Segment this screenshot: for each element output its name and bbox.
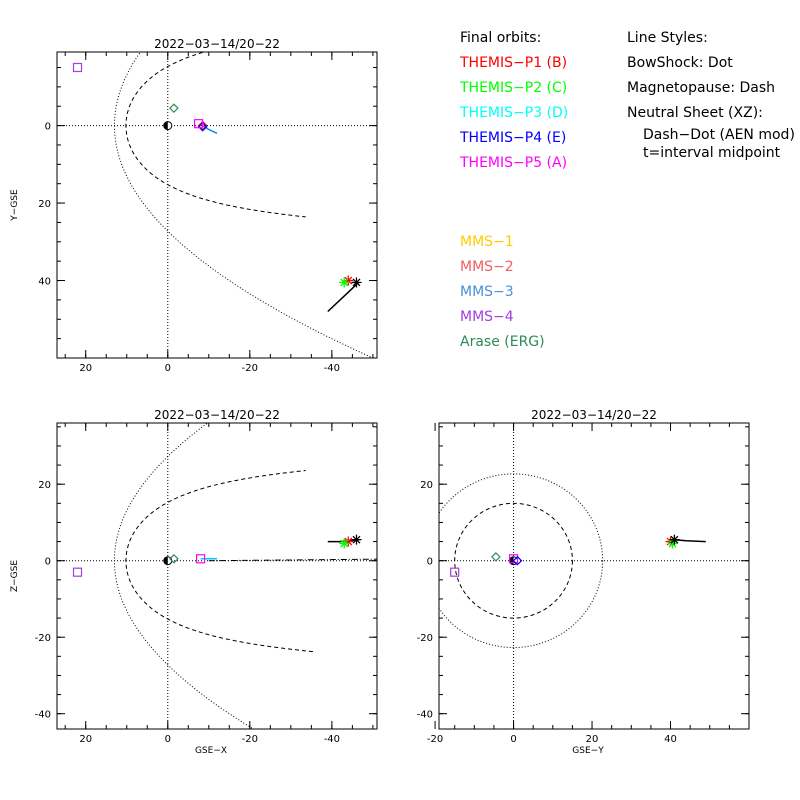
x-axis-label: GSE−X [195,746,227,756]
y-tick-label: -20 [35,633,51,644]
plot-area [57,52,377,358]
legend-orbits-title: Final orbits: [460,30,542,46]
marker-themis-p5 [508,554,519,564]
legend-entry-themis-p3: THEMIS−P3 (D) [460,105,569,121]
legend-entry-mms-3: MMS−3 [460,284,514,300]
legend-entry-mms-2: MMS−2 [460,259,514,275]
y-tick-label: -40 [35,710,51,721]
marker-mms-1 [339,538,350,549]
y-tick-label: -40 [417,710,433,721]
marker-themis-p2 [169,103,179,114]
legend-style-bowshock: BowShock: Dot [627,55,733,71]
plot-frame [438,422,750,730]
y-tick-label: 20 [38,199,51,210]
legend-mms: MMS−1 MMS−2 MMS−3 MMS−4 Arase (ERG) [460,230,545,355]
legend-line-styles: Line Styles: BowShock: Dot Magnetopause:… [627,26,795,162]
marker-themis-p4 [197,121,208,132]
panel-xy: 2022−03−14/20−22 20 0 -20 -40 0 20 40 Y−GSE [10,37,378,374]
legend-style-midpoint: t=interval midpoint [643,145,781,161]
x-tick-label: -20 [242,363,258,374]
x-tick-label: 20 [586,734,599,745]
legend-entry-themis-p2: THEMIS−P2 (C) [460,80,568,96]
x-tick-label: -40 [324,363,340,374]
y-tick-label: 0 [427,557,433,568]
legend-entry-mms-1: MMS−1 [460,234,514,250]
y-tick-label: 20 [420,480,433,491]
earth-shade [163,556,168,565]
legend-entry-themis-p4: THEMIS−P4 (E) [460,130,567,146]
panel-yz: 2022−03−14/20−22 -20 0 20 40 20 0 -20 -40 GSE−Y [417,408,750,756]
legend-style-dash-dot: Dash−Dot (AEN mod) [643,127,795,143]
bowshock-curve [113,423,255,729]
marker-themis-p2 [169,553,179,564]
x-tick-label: 0 [510,734,516,745]
x-tick-label: 40 [664,734,677,745]
magnetopause-curve [125,470,313,653]
legend-styles-title: Line Styles: [627,30,708,46]
legend-entry-arase: Arase (ERG) [460,334,545,350]
x-tick-label: -40 [324,734,340,745]
earth-shade [163,121,168,130]
plot-area [439,423,749,729]
magnetopause-curve [125,52,306,218]
marker-mms-3 [669,534,680,545]
x-tick-label: 20 [79,734,92,745]
y-tick-label: 20 [38,480,51,491]
marker-mms-4 [450,567,460,577]
y-tick-label: -20 [417,633,433,644]
legend-entry-themis-p5: THEMIS−P5 (A) [460,155,568,171]
plot-area [57,423,377,729]
marker-mms-3 [351,277,362,288]
plot-frame [56,51,378,359]
bowshock-curve [439,473,604,649]
x-axis-label: GSE−Y [572,746,604,756]
marker-themis-p2 [491,552,501,562]
panel-title: 2022−03−14/20−22 [531,408,657,422]
legend-style-magnetopause: Magnetopause: Dash [627,80,776,96]
marker-mms-4 [72,62,83,73]
legend-entry-mms-4: MMS−4 [460,309,514,325]
panel-xz: 2022−03−14/20−22 20 0 -20 -40 20 0 -20 -40 GSE−X Z… [10,408,378,756]
x-tick-label: 20 [79,363,92,374]
y-axis-label: Y−GSE [10,189,20,222]
track-black [327,281,360,313]
panel-title: 2022−03−14/20−22 [154,37,280,51]
marker-themis-p1 [197,120,208,131]
marker-themis-p5 [193,119,204,129]
x-tick-label: -20 [427,734,443,745]
marker-mms-1 [339,277,350,288]
magnetopause-curve [454,502,573,619]
y-tick-label: 0 [45,122,51,133]
legend-entry-themis-p1: THEMIS−P1 (B) [460,55,568,71]
y-axis-label: Z−GSE [10,560,20,592]
panel-title: 2022−03−14/20−22 [154,408,280,422]
marker-mms-4 [72,567,83,577]
x-tick-label: 0 [165,734,171,745]
plot-frame [56,422,378,730]
legend-orbits: Final orbits: THEMIS−P1 (B) THEMIS−P2 (C… [460,26,568,176]
marker-mms-3 [351,534,362,545]
y-tick-label: 40 [38,277,51,288]
marker-themis-p5 [195,554,206,564]
x-tick-label: 0 [165,363,171,374]
neutral-sheet-line [208,558,377,562]
legend-style-neutral-sheet: Neutral Sheet (XZ): [627,105,763,121]
marker-themis-p4 [512,555,523,566]
x-tick-label: -20 [242,734,258,745]
bowshock-curve [113,52,375,358]
track-black [327,538,359,543]
y-tick-label: 0 [45,557,51,568]
